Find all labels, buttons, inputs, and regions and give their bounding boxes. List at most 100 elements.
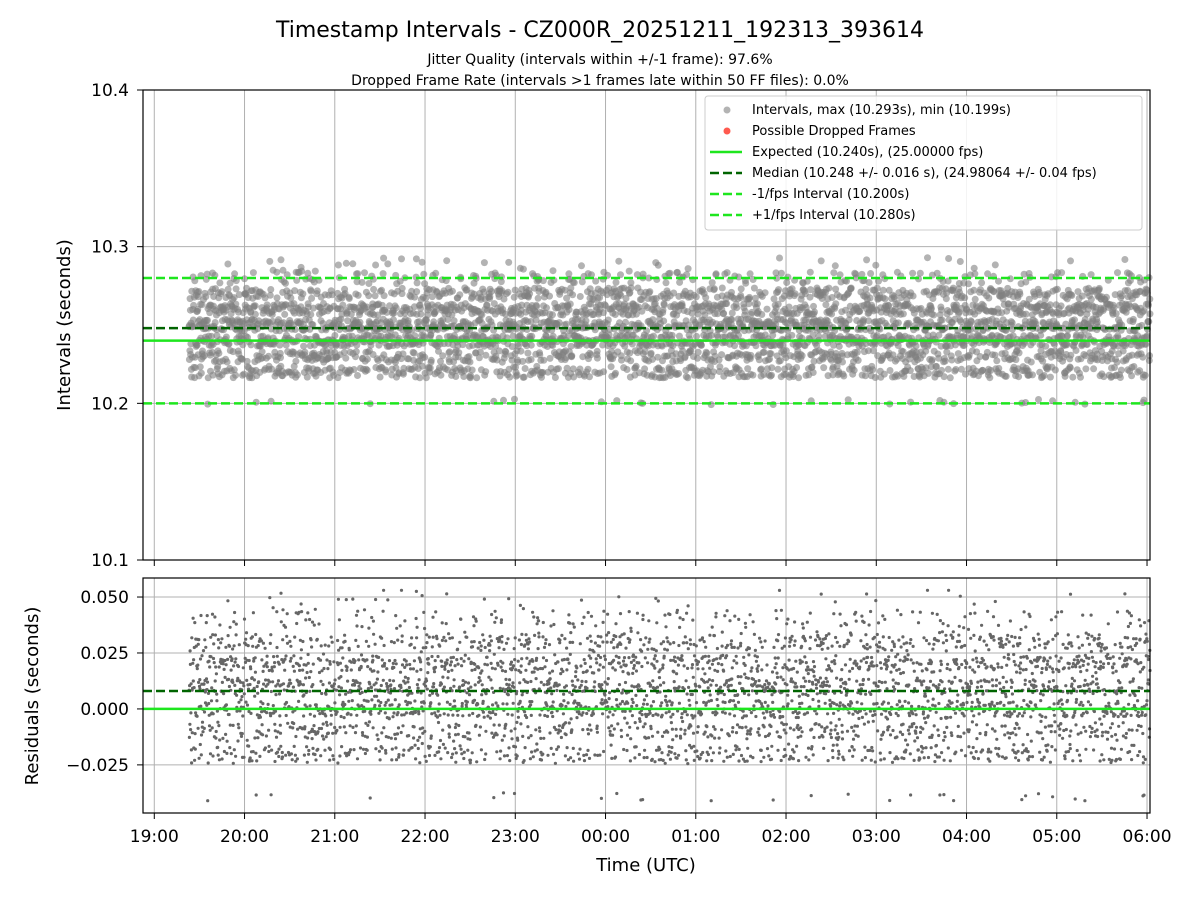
residual-point <box>440 621 444 625</box>
interval-point <box>418 362 426 370</box>
residual-point <box>286 721 290 725</box>
interval-point <box>627 284 635 292</box>
interval-point <box>562 320 570 328</box>
interval-point <box>767 350 775 358</box>
residual-point <box>441 728 445 732</box>
residual-point <box>300 610 304 614</box>
interval-point <box>349 260 357 268</box>
interval-point <box>283 271 291 279</box>
residual-point <box>225 751 229 756</box>
interval-point <box>473 374 481 382</box>
residual-point <box>372 632 376 636</box>
interval-point <box>225 340 233 348</box>
interval-point <box>599 341 607 349</box>
residual-point <box>272 665 276 669</box>
residual-point <box>392 711 396 715</box>
residual-point <box>438 738 443 743</box>
residual-point <box>339 675 343 679</box>
residual-point <box>196 663 200 667</box>
interval-point <box>570 373 578 381</box>
residual-point <box>426 671 430 675</box>
residual-point <box>347 648 351 652</box>
interval-point <box>650 332 657 340</box>
residual-point <box>436 720 441 725</box>
residual-point <box>277 662 281 666</box>
residual-point <box>232 620 236 624</box>
residual-point <box>210 686 214 690</box>
interval-point <box>287 294 295 302</box>
residual-point <box>312 724 316 728</box>
residual-point <box>444 622 448 626</box>
residual-point <box>252 686 256 691</box>
residual-point <box>445 661 449 665</box>
residual-point <box>377 655 381 660</box>
residual-point <box>263 646 267 650</box>
residual-point <box>400 663 405 667</box>
residual-point <box>431 635 435 639</box>
interval-point <box>356 318 364 326</box>
interval-point <box>747 351 755 359</box>
residual-point <box>374 597 378 602</box>
interval-point <box>785 303 793 311</box>
interval-point <box>867 270 875 277</box>
residual-point <box>193 758 197 762</box>
residual-point <box>242 692 246 696</box>
residual-point <box>285 612 289 616</box>
interval-point <box>676 278 684 286</box>
residual-point <box>316 747 320 752</box>
residual-point <box>332 757 336 762</box>
interval-point <box>570 279 578 287</box>
interval-point <box>222 333 230 341</box>
residual-point <box>390 747 394 751</box>
residual-point <box>443 667 447 671</box>
residual-point <box>305 670 309 675</box>
residual-point <box>213 615 217 619</box>
interval-point <box>208 332 215 340</box>
interval-point <box>417 304 425 312</box>
interval-point <box>1064 332 1071 340</box>
interval-point <box>622 294 630 302</box>
interval-point <box>971 270 979 278</box>
intervals-y-tick-label: 10.4 <box>91 81 129 101</box>
interval-point <box>715 356 723 364</box>
interval-point <box>509 332 517 340</box>
residual-point <box>193 621 197 625</box>
interval-point <box>354 372 361 379</box>
residual-point <box>415 683 419 687</box>
interval-point <box>446 348 454 356</box>
interval-point <box>1128 372 1136 380</box>
interval-point <box>1069 373 1077 381</box>
interval-point <box>840 372 848 380</box>
interval-point <box>390 316 397 324</box>
interval-point <box>482 351 490 359</box>
interval-point <box>528 332 536 340</box>
residual-point <box>255 759 259 763</box>
interval-point <box>937 306 945 314</box>
interval-point <box>1029 371 1036 379</box>
residual-point <box>204 645 208 649</box>
interval-point <box>658 366 666 374</box>
residual-point <box>220 680 224 685</box>
residual-point <box>221 736 225 741</box>
residual-point <box>271 606 275 610</box>
residual-point <box>396 711 400 715</box>
interval-point <box>1012 356 1020 364</box>
interval-point <box>632 362 640 370</box>
interval-point <box>1121 256 1129 263</box>
residual-point <box>233 683 237 688</box>
residual-point <box>268 680 272 684</box>
residual-point <box>253 670 257 674</box>
residual-point <box>400 634 404 638</box>
chart-title: Timestamp Intervals - CZ000R_20251211_19… <box>275 18 924 43</box>
interval-point <box>555 319 563 327</box>
residual-point <box>214 665 218 669</box>
residual-point <box>213 679 217 683</box>
interval-point <box>363 355 371 363</box>
residual-point <box>388 678 392 683</box>
residual-point <box>384 700 388 705</box>
interval-point <box>502 310 509 318</box>
residual-point <box>417 678 421 682</box>
interval-point <box>832 300 840 308</box>
interval-point <box>835 342 843 350</box>
residual-point <box>415 669 419 673</box>
